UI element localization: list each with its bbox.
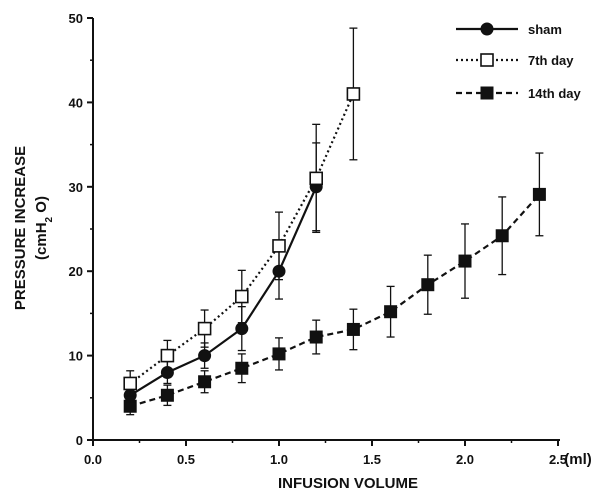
data-point bbox=[160, 388, 174, 402]
legend-marker bbox=[480, 86, 494, 100]
x-tick-label: 0.0 bbox=[84, 452, 102, 467]
data-point bbox=[197, 321, 212, 336]
legend-entry: sham bbox=[456, 22, 562, 37]
x-tick-label: 1.5 bbox=[363, 452, 381, 467]
data-point bbox=[272, 347, 286, 361]
y-tick-label: 40 bbox=[69, 95, 83, 110]
y-tick-label: 10 bbox=[69, 349, 83, 364]
data-point bbox=[235, 361, 249, 375]
x-tick-label: 0.5 bbox=[177, 452, 195, 467]
y-axis-unit: (cmH2 O) bbox=[33, 196, 55, 260]
data-point bbox=[198, 349, 212, 363]
data-point bbox=[495, 229, 509, 243]
legend-label: 14th day bbox=[528, 86, 582, 101]
x-tick-label: 2.0 bbox=[456, 452, 474, 467]
y-axis-unit-pre: (cmH bbox=[33, 222, 50, 260]
data-point bbox=[532, 187, 546, 201]
legend-label: sham bbox=[528, 22, 562, 37]
legend-entry: 14th day bbox=[456, 86, 582, 101]
svg-text:(cmH2 O): (cmH2 O) bbox=[33, 196, 55, 260]
x-tick-label: 2.5 bbox=[549, 452, 567, 467]
chart-legend: sham 7th day 14th day bbox=[456, 22, 582, 101]
data-point bbox=[458, 254, 472, 268]
y-tick-label: 20 bbox=[69, 264, 83, 279]
data-point bbox=[346, 322, 360, 336]
chart-series-layer bbox=[123, 27, 546, 416]
legend-marker bbox=[480, 22, 494, 36]
x-axis-unit: (ml) bbox=[564, 451, 592, 468]
data-point bbox=[346, 87, 361, 101]
y-axis-unit-sub: 2 bbox=[44, 216, 55, 222]
series-14th-day bbox=[123, 152, 546, 416]
data-point bbox=[235, 289, 249, 304]
series-line bbox=[129, 193, 541, 408]
series-7th-day bbox=[123, 27, 361, 397]
data-point bbox=[421, 278, 435, 292]
data-point bbox=[235, 322, 249, 336]
y-tick-label: 30 bbox=[69, 180, 83, 195]
data-point bbox=[309, 330, 323, 344]
data-point bbox=[272, 239, 286, 253]
y-tick-label: 0 bbox=[76, 433, 83, 448]
chart-axes: 0.0 0.5 1.0 1.5 2.0 2.5 0 10 20 30 40 50 bbox=[69, 11, 568, 467]
data-point bbox=[384, 305, 398, 319]
y-axis-unit-post: O) bbox=[33, 196, 50, 217]
data-point bbox=[160, 348, 175, 363]
x-tick-label: 1.0 bbox=[270, 452, 288, 467]
data-point bbox=[198, 375, 212, 389]
legend-entry: 7th day bbox=[456, 53, 574, 68]
legend-marker bbox=[480, 53, 494, 67]
data-point bbox=[123, 376, 137, 391]
x-axis-title: INFUSION VOLUME bbox=[278, 475, 418, 492]
y-tick-label: 50 bbox=[69, 11, 83, 26]
series-sham bbox=[123, 142, 323, 403]
data-point bbox=[309, 171, 324, 186]
y-axis-title-main: PRESSURE INCREASE bbox=[12, 146, 29, 310]
y-axis-title: PRESSURE INCREASE bbox=[12, 146, 29, 310]
legend-label: 7th day bbox=[528, 53, 574, 68]
series-line bbox=[129, 186, 318, 397]
